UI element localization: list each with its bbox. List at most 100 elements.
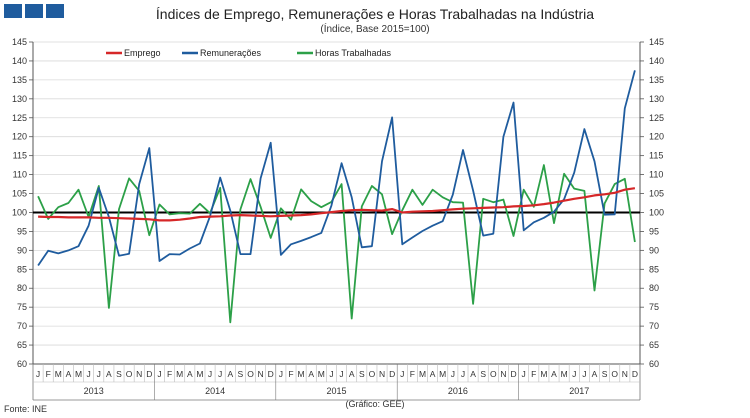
x-tick-label-month: N xyxy=(258,369,264,379)
x-tick-label-month: O xyxy=(490,369,497,379)
y-tick-label-left: 140 xyxy=(12,56,27,66)
x-tick-label-month: F xyxy=(531,369,536,379)
y-tick-label-left: 145 xyxy=(12,37,27,47)
y-tick-label-right: 105 xyxy=(649,189,664,199)
y-tick-label-right: 125 xyxy=(649,113,664,123)
y-tick-label-left: 120 xyxy=(12,132,27,142)
logo-block-1 xyxy=(4,4,22,18)
y-tick-label-right: 140 xyxy=(649,56,664,66)
y-tick-label-right: 145 xyxy=(649,37,664,47)
x-tick-label-month: O xyxy=(369,369,376,379)
y-tick-label-left: 125 xyxy=(12,113,27,123)
y-tick-label-left: 115 xyxy=(13,151,27,161)
x-tick-label-month: S xyxy=(480,369,486,379)
y-tick-label-right: 70 xyxy=(649,321,659,331)
x-tick-label-month: J xyxy=(87,369,91,379)
y-tick-label-right: 90 xyxy=(649,245,659,255)
chart-credit: (Gráfico: GEE) xyxy=(345,399,405,409)
x-tick-label-month: A xyxy=(430,369,436,379)
x-tick-label-year: 2016 xyxy=(448,386,468,396)
x-tick-label-month: J xyxy=(279,369,283,379)
x-tick-label-month: J xyxy=(339,369,343,379)
y-tick-label-right: 85 xyxy=(649,264,659,274)
brand-logo xyxy=(4,4,64,18)
chart-subtitle: (Índice, Base 2015=100) xyxy=(320,24,430,35)
logo-block-3 xyxy=(46,4,64,18)
x-tick-label-month: M xyxy=(318,369,325,379)
y-tick-label-right: 110 xyxy=(649,170,663,180)
x-tick-label-month: S xyxy=(238,369,244,379)
y-tick-label-right: 95 xyxy=(649,226,659,236)
x-tick-label-month: N xyxy=(379,369,385,379)
y-tick-label-right: 135 xyxy=(649,75,664,85)
x-tick-label-month: M xyxy=(439,369,446,379)
x-tick-label-month: J xyxy=(97,369,101,379)
y-tick-label-left: 85 xyxy=(17,264,27,274)
y-tick-label-left: 110 xyxy=(13,170,27,180)
x-tick-label-month: A xyxy=(187,369,193,379)
x-tick-label-month: M xyxy=(561,369,568,379)
x-tick-label-month: O xyxy=(611,369,618,379)
y-tick-label-left: 105 xyxy=(12,189,27,199)
x-tick-label-month: D xyxy=(268,369,274,379)
y-tick-label-right: 115 xyxy=(649,151,663,161)
y-tick-label-right: 75 xyxy=(649,302,659,312)
x-tick-label-month: S xyxy=(602,369,608,379)
x-tick-label-month: J xyxy=(461,369,465,379)
x-tick-label-month: J xyxy=(522,369,526,379)
x-tick-label-month: D xyxy=(389,369,395,379)
x-tick-label-month: F xyxy=(288,369,293,379)
x-tick-label-month: J xyxy=(400,369,404,379)
x-tick-label-month: J xyxy=(582,369,586,379)
x-tick-label-month: F xyxy=(46,369,51,379)
y-tick-label-left: 130 xyxy=(12,94,27,104)
x-tick-label-year: 2015 xyxy=(326,386,346,396)
x-tick-label-month: S xyxy=(116,369,122,379)
x-tick-label-month: A xyxy=(592,369,598,379)
x-tick-label-month: M xyxy=(298,369,305,379)
series-line-emprego xyxy=(38,187,636,222)
x-tick-label-month: J xyxy=(572,369,576,379)
y-tick-label-left: 100 xyxy=(12,207,27,217)
x-tick-label-month: F xyxy=(167,369,172,379)
x-tick-label-month: O xyxy=(247,369,254,379)
x-tick-label-month: A xyxy=(227,369,233,379)
x-tick-label-month: O xyxy=(126,369,133,379)
x-tick-label-month: A xyxy=(308,369,314,379)
legend-label-emprego: Emprego xyxy=(124,48,161,58)
x-tick-label-year: 2014 xyxy=(205,386,225,396)
chart-title: Índices de Emprego, Remunerações e Horas… xyxy=(155,6,595,22)
y-tick-label-right: 65 xyxy=(649,340,659,350)
x-tick-label-month: J xyxy=(218,369,222,379)
x-tick-label-month: J xyxy=(157,369,161,379)
y-tick-label-right: 80 xyxy=(649,283,659,293)
y-tick-label-right: 60 xyxy=(649,359,659,369)
x-tick-label-month: M xyxy=(419,369,426,379)
x-tick-label-month: N xyxy=(500,369,506,379)
y-tick-label-left: 95 xyxy=(17,226,27,236)
x-tick-label-month: F xyxy=(410,369,415,379)
x-tick-label-month: J xyxy=(451,369,455,379)
y-tick-label-right: 120 xyxy=(649,132,664,142)
y-tick-label-left: 80 xyxy=(17,283,27,293)
x-tick-label-month: M xyxy=(75,369,82,379)
y-tick-label-left: 90 xyxy=(17,245,27,255)
x-tick-label-month: J xyxy=(208,369,212,379)
y-tick-label-right: 130 xyxy=(649,94,664,104)
x-tick-label-month: N xyxy=(136,369,142,379)
x-tick-label-month: A xyxy=(551,369,557,379)
y-tick-label-left: 60 xyxy=(17,359,27,369)
y-tick-label-left: 135 xyxy=(12,75,27,85)
x-tick-label-month: A xyxy=(106,369,112,379)
x-tick-label-month: M xyxy=(540,369,547,379)
y-tick-label-left: 65 xyxy=(17,340,27,350)
x-tick-label-month: S xyxy=(359,369,365,379)
x-tick-label-month: J xyxy=(329,369,333,379)
x-tick-label-month: M xyxy=(55,369,62,379)
x-tick-label-month: N xyxy=(622,369,628,379)
x-tick-label-month: J xyxy=(36,369,40,379)
x-tick-label-month: A xyxy=(470,369,476,379)
source-note: Fonte: INE xyxy=(4,404,48,414)
y-tick-label-right: 100 xyxy=(649,207,664,217)
